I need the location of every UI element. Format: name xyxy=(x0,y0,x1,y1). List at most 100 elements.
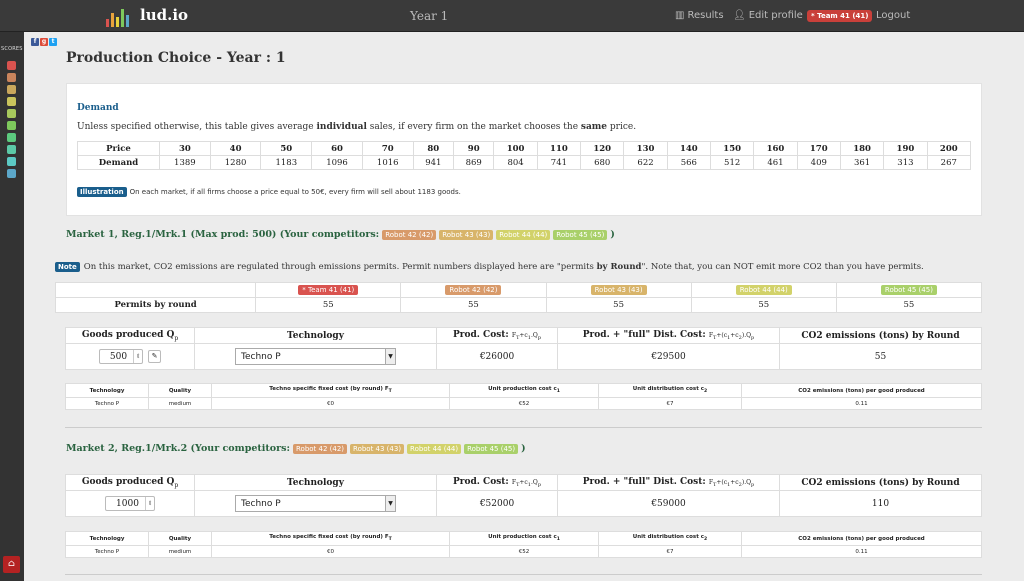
demand-cell: 741 xyxy=(536,155,582,170)
score-indicator[interactable] xyxy=(7,61,16,70)
score-indicator[interactable] xyxy=(7,169,16,178)
market1-title: Market 1, Reg.1/Mrk.1 (Max prod: 500) (Y… xyxy=(66,229,615,240)
price-cell: 120 xyxy=(580,141,625,156)
team-tag: Robot 42 (42) xyxy=(445,285,502,295)
price-label: Price xyxy=(77,141,160,156)
facebook-icon[interactable]: f xyxy=(31,38,39,46)
twitter-icon[interactable]: t xyxy=(49,38,57,46)
edit-icon[interactable]: ✎ xyxy=(148,349,162,363)
home-icon[interactable]: ⌂ xyxy=(3,556,20,573)
score-indicator[interactable] xyxy=(7,145,16,154)
technology-select[interactable]: Techno P ▼ xyxy=(235,348,396,365)
prod-cost-value: €52000 xyxy=(436,490,558,517)
goods-header: Goods produced Qp xyxy=(65,327,195,344)
goods-quantity-input[interactable]: 1000 ⇕ xyxy=(105,496,155,511)
competitor-badge: Robot 45 (45) xyxy=(553,229,608,240)
google-plus-icon[interactable]: g xyxy=(40,38,48,46)
goods-quantity-input[interactable]: 500 ⇕ xyxy=(98,349,144,364)
technology-select[interactable]: Techno P ▼ xyxy=(235,495,396,512)
demand-heading: Demand xyxy=(77,103,119,113)
team-badge[interactable]: * Team 41 (41) xyxy=(807,10,873,22)
price-row: Price 30 40 50 60 70 80 90 100 110 120 130 140 150 16… xyxy=(77,141,972,156)
demand-cell: 512 xyxy=(709,155,755,170)
demand-cell: 1183 xyxy=(260,155,313,170)
price-cell: 200 xyxy=(926,141,972,156)
permits-table: * Team 41 (41) Robot 42 (42) Robot 43 (4… xyxy=(54,282,983,313)
price-cell: 160 xyxy=(753,141,798,156)
demand-cell: 313 xyxy=(883,155,928,170)
demand-cell: 680 xyxy=(580,155,625,170)
permits-row: Permits by round 55 55 55 55 55 xyxy=(54,297,983,313)
price-cell: 180 xyxy=(839,141,885,156)
demand-table: Price 30 40 50 60 70 80 90 100 110 120 130 140 150 16… xyxy=(77,141,972,170)
competitor-badge: Robot 45 (45) xyxy=(464,443,519,454)
competitor-badge: Robot 42 (42) xyxy=(292,443,348,454)
prod-cost-header: Prod. Cost: FT+c1.Qp xyxy=(436,327,558,344)
price-cell: 100 xyxy=(493,141,538,156)
co2-value: 55 xyxy=(779,343,982,370)
market2-title: Market 2, Reg.1/Mrk.2 (Your competitors:… xyxy=(66,443,526,454)
dist-cost-header: Prod. + "full" Dist. Cost: FT+(c1+c2).Qp xyxy=(557,327,780,344)
price-cell: 90 xyxy=(453,141,495,156)
team-tag: Robot 45 (45) xyxy=(880,285,937,295)
team-tag: Robot 43 (43) xyxy=(590,285,647,295)
price-cell: 50 xyxy=(260,141,313,156)
competitor-badge: Robot 43 (43) xyxy=(439,229,494,240)
illustration: Illustration On each market, if all firm… xyxy=(77,187,461,197)
permit-value: 55 xyxy=(400,297,547,313)
market2-technology-table: Technology Quality Techno specific fixed… xyxy=(65,531,982,558)
market-separator xyxy=(65,574,982,575)
permit-value: 55 xyxy=(545,297,692,313)
demand-cell: 461 xyxy=(753,155,798,170)
prod-cost-header: Prod. Cost: FT+c1.Qp xyxy=(436,474,558,491)
demand-cell: 941 xyxy=(412,155,455,170)
competitor-badge: Robot 44 (44) xyxy=(496,229,551,240)
emissions-note: Note On this market, CO2 emissions are r… xyxy=(55,262,924,272)
co2-header: CO2 emissions (tons) by Round xyxy=(779,327,982,344)
illustration-tag: Illustration xyxy=(77,187,127,197)
edit-profile-link[interactable]: 👤︎ Edit profile xyxy=(733,10,803,21)
permits-label: Permits by round xyxy=(54,297,257,313)
score-indicator[interactable] xyxy=(7,97,16,106)
market1-production-table: Goods produced Qp Technology Prod. Cost:… xyxy=(65,327,982,370)
co2-value: 110 xyxy=(779,490,982,517)
team-tag: * Team 41 (41) xyxy=(298,285,359,295)
production-header-row: Goods produced Qp Technology Prod. Cost:… xyxy=(65,327,982,344)
price-cell: 70 xyxy=(361,141,414,156)
spinner-icon[interactable]: ⇕ xyxy=(133,350,142,363)
results-link[interactable]: ▥ Results xyxy=(675,10,724,21)
demand-cell: 1389 xyxy=(159,155,211,170)
competitor-badge: Robot 44 (44) xyxy=(407,443,462,454)
score-indicator[interactable] xyxy=(7,133,16,142)
dist-cost-value: €59000 xyxy=(557,490,780,517)
score-indicator[interactable] xyxy=(7,73,16,82)
spinner-icon[interactable]: ⇕ xyxy=(144,497,154,510)
production-row: 500 ⇕ ✎ Techno P ▼ €26000 €29500 55 xyxy=(65,343,982,370)
logout-link[interactable]: Logout xyxy=(876,10,911,21)
demand-description: Unless specified otherwise, this table g… xyxy=(77,122,637,132)
dist-cost-value: €29500 xyxy=(557,343,780,370)
demand-label: Demand xyxy=(77,155,160,170)
price-cell: 140 xyxy=(666,141,712,156)
bar-chart-icon: ▥ xyxy=(675,10,685,21)
competitor-badge: Robot 42 (42) xyxy=(382,229,437,240)
demand-cell: 1016 xyxy=(361,155,414,170)
user-icon: 👤︎ xyxy=(733,10,746,21)
page-title: Production Choice - Year : 1 xyxy=(66,50,286,66)
price-cell: 30 xyxy=(159,141,211,156)
logo-icon[interactable] xyxy=(106,5,129,27)
permit-value: 55 xyxy=(835,297,983,313)
technology-header: Technology xyxy=(194,327,437,344)
score-indicator[interactable] xyxy=(7,85,16,94)
permit-value: 55 xyxy=(690,297,837,313)
score-indicator[interactable] xyxy=(7,109,16,118)
production-header-row: Goods produced Qp Technology Prod. Cost:… xyxy=(65,474,982,491)
score-indicator[interactable] xyxy=(7,121,16,130)
price-cell: 80 xyxy=(412,141,455,156)
demand-row: Demand 1389 1280 1183 1096 1016 941 869 804 741 6… xyxy=(77,155,972,170)
price-cell: 190 xyxy=(883,141,928,156)
prod-cost-value: €26000 xyxy=(436,343,558,370)
logo-text[interactable]: lud.io xyxy=(140,6,189,24)
score-indicator[interactable] xyxy=(7,157,16,166)
permit-value: 55 xyxy=(255,297,402,313)
